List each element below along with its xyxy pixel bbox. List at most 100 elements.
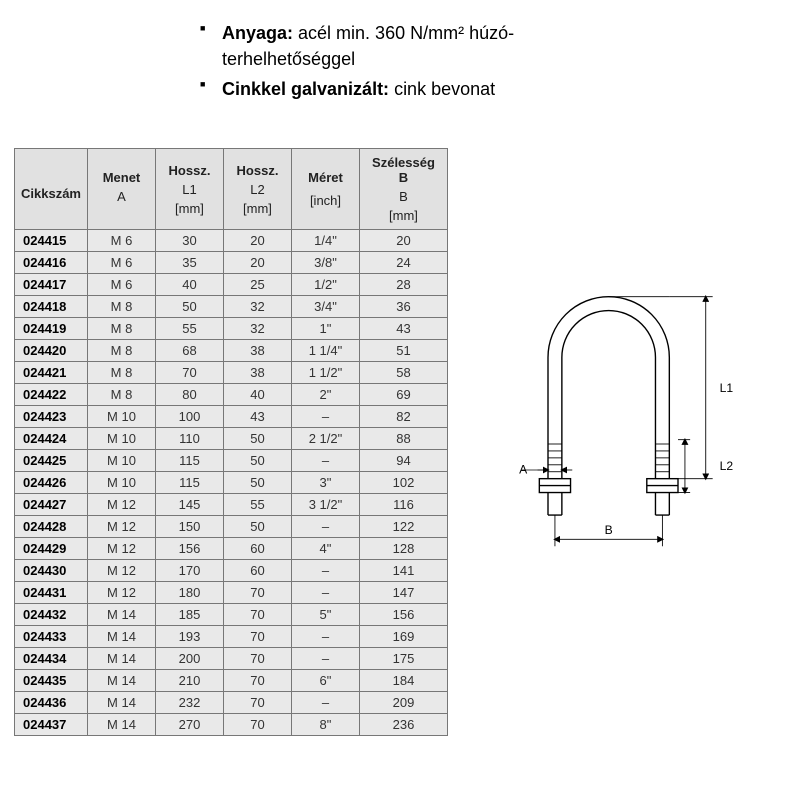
part-number: 024423 [15,406,88,428]
dim-label-b: B [605,523,613,537]
table-row: 024424M 10110502 1/2"88 [15,428,448,450]
table-row: 024437M 14270708"236 [15,714,448,736]
spec-cell: 128 [359,538,447,560]
table-row: 024432M 14185705"156 [15,604,448,626]
spec-cell: M 8 [87,318,155,340]
spec-cell: 30 [155,230,223,252]
part-number: 024426 [15,472,88,494]
spec-cell: 82 [359,406,447,428]
spec-cell: 1/2" [291,274,359,296]
table-header: Hossz.L1[mm] [155,149,223,230]
spec-cell: 3/4" [291,296,359,318]
part-number: 024432 [15,604,88,626]
spec-cell: 43 [223,406,291,428]
spec-cell: 270 [155,714,223,736]
part-number: 024422 [15,384,88,406]
spec-cell: M 8 [87,384,155,406]
spec-cell: 70 [155,362,223,384]
table-row: 024420M 868381 1/4"51 [15,340,448,362]
spec-cell: 156 [359,604,447,626]
table-row: 024415M 630201/4"20 [15,230,448,252]
spec-cell: 170 [155,560,223,582]
spec-cell: M 14 [87,626,155,648]
spec-cell: 169 [359,626,447,648]
table-row: 024421M 870381 1/2"58 [15,362,448,384]
dim-label-a: A [519,462,528,476]
table-row: 024426M 10115503"102 [15,472,448,494]
spec-cell: 50 [223,428,291,450]
spec-cell: 3" [291,472,359,494]
spec-cell: M 12 [87,582,155,604]
dim-label-l2: L2 [720,459,734,473]
spec-cell: 4" [291,538,359,560]
spec-cell: M 12 [87,494,155,516]
spec-cell: 40 [155,274,223,296]
spec-cell: 3 1/2" [291,494,359,516]
table-header: Hossz.L2[mm] [223,149,291,230]
spec-cell: M 8 [87,362,155,384]
part-number: 024425 [15,450,88,472]
spec-cell: 50 [223,450,291,472]
table-row: 024431M 1218070–147 [15,582,448,604]
spec-cell: 35 [155,252,223,274]
spec-cell: 180 [155,582,223,604]
part-number: 024436 [15,692,88,714]
property-item: Anyaga: acél min. 360 N/mm² húzó-terhelh… [200,20,680,72]
spec-cell: 38 [223,340,291,362]
spec-cell: 5" [291,604,359,626]
table-header: Cikkszám [15,149,88,230]
spec-cell: – [291,450,359,472]
table-header: Méret[inch] [291,149,359,230]
spec-cell: 70 [223,626,291,648]
spec-cell: 70 [223,604,291,626]
part-number: 024431 [15,582,88,604]
spec-cell: 24 [359,252,447,274]
spec-cell: 43 [359,318,447,340]
spec-cell: 185 [155,604,223,626]
table-row: 024433M 1419370–169 [15,626,448,648]
spec-cell: M 6 [87,252,155,274]
spec-cell: M 12 [87,516,155,538]
spec-cell: 150 [155,516,223,538]
spec-cell: 1 1/4" [291,340,359,362]
spec-cell: – [291,626,359,648]
table-row: 024428M 1215050–122 [15,516,448,538]
table-row: 024418M 850323/4"36 [15,296,448,318]
spec-cell: M 14 [87,692,155,714]
part-number: 024437 [15,714,88,736]
table-row: 024425M 1011550–94 [15,450,448,472]
spec-cell: 141 [359,560,447,582]
spec-cell: 70 [223,582,291,604]
spec-cell: 40 [223,384,291,406]
spec-cell: 232 [155,692,223,714]
spec-cell: 68 [155,340,223,362]
spec-cell: 184 [359,670,447,692]
spec-cell: M 14 [87,714,155,736]
part-number: 024428 [15,516,88,538]
table-row: 024422M 880402"69 [15,384,448,406]
table-header: Szélesség BB[mm] [359,149,447,230]
spec-cell: 32 [223,318,291,340]
spec-cell: 102 [359,472,447,494]
table-row: 024427M 12145553 1/2"116 [15,494,448,516]
part-number: 024421 [15,362,88,384]
spec-cell: 193 [155,626,223,648]
spec-cell: 110 [155,428,223,450]
spec-cell: 8" [291,714,359,736]
spec-cell: 200 [155,648,223,670]
spec-cell: 115 [155,450,223,472]
spec-cell: – [291,648,359,670]
spec-cell: 50 [155,296,223,318]
spec-cell: 55 [155,318,223,340]
spec-cell: 70 [223,648,291,670]
dim-label-l1: L1 [720,381,734,395]
spec-cell: 100 [155,406,223,428]
spec-cell: 69 [359,384,447,406]
spec-cell: 175 [359,648,447,670]
spec-cell: 210 [155,670,223,692]
spec-cell: 236 [359,714,447,736]
spec-cell: 36 [359,296,447,318]
table-row: 024429M 12156604"128 [15,538,448,560]
spec-cell: 51 [359,340,447,362]
spec-cell: M 14 [87,604,155,626]
